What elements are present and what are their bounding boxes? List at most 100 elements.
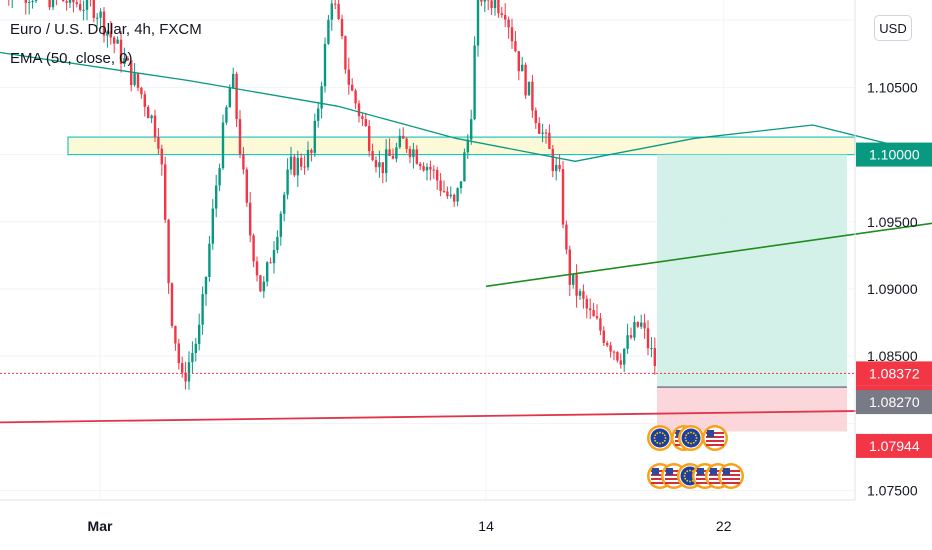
eu-event-icon[interactable] (647, 425, 673, 451)
candle (232, 67, 235, 89)
candle (623, 347, 626, 372)
candle-body (34, 0, 38, 1)
candle (480, 0, 483, 7)
price-axis[interactable]: 1.10500 1.10000 1.09500 1.09000 1.08500 1.075… (854, 0, 932, 500)
symbol-title[interactable]: Euro / U.S. Dollar, 4h, FXCM (10, 21, 202, 38)
candle (497, 0, 500, 18)
candle-body (344, 36, 347, 70)
economic-events[interactable] (647, 425, 744, 489)
candle (106, 30, 109, 48)
candle-body (606, 342, 609, 346)
candle (653, 337, 656, 375)
candle-body (143, 94, 146, 107)
candle-body (218, 168, 221, 186)
candle (123, 47, 126, 67)
price-label-text: 1.08372 (869, 365, 920, 381)
candle-body (364, 119, 367, 126)
candle (483, 0, 486, 13)
candle-body (531, 81, 534, 111)
candle-body (493, 0, 497, 9)
eu-star (656, 441, 659, 444)
candle-body (96, 17, 99, 19)
price-label-bg (856, 142, 932, 167)
candle-body (558, 164, 561, 170)
candle (643, 313, 646, 339)
candle-body (255, 261, 259, 276)
candle (68, 0, 72, 9)
us-stripe (696, 482, 714, 484)
candle (575, 264, 578, 308)
eu-event-icon[interactable] (678, 425, 704, 451)
eu-star (683, 475, 686, 477)
last-price-price-label: 1.08372 (856, 361, 932, 386)
candle (194, 337, 197, 362)
candle (181, 356, 184, 378)
candle (191, 341, 194, 373)
candle-body (113, 37, 116, 44)
candle-body (347, 69, 350, 85)
ema-indicator-label[interactable]: EMA (50, close, 0) (10, 50, 133, 67)
us-canton (723, 468, 730, 475)
candle-body (269, 262, 272, 264)
time-axis[interactable]: Mar1422Apr1119 (0, 499, 932, 534)
candle-body (636, 322, 639, 327)
us-stripe (651, 470, 669, 472)
candle (640, 314, 643, 330)
candle (136, 72, 140, 92)
candle (334, 0, 337, 10)
eu-star (690, 431, 692, 434)
candle-body (232, 73, 235, 89)
eu-star (686, 479, 689, 482)
candle (453, 193, 456, 208)
candle (595, 304, 599, 320)
candle-body (459, 181, 463, 189)
candle-body (109, 31, 112, 38)
us-stripe (722, 482, 740, 484)
us-event-icon[interactable] (718, 463, 744, 489)
candle (650, 337, 653, 357)
candle (204, 276, 208, 306)
candle-body (527, 81, 531, 96)
candle (65, 0, 68, 11)
candle-body (592, 310, 595, 317)
eu-star (689, 469, 691, 472)
candle-body (85, 0, 89, 10)
candle-body (276, 236, 279, 250)
candle (425, 163, 429, 181)
us-stripe (706, 432, 724, 434)
candle (371, 143, 374, 162)
candle-body (439, 180, 442, 192)
candle (388, 138, 391, 157)
us-stripe (722, 478, 740, 480)
candle (510, 18, 514, 49)
candle-body (504, 15, 507, 20)
candle (184, 361, 187, 390)
candle-body (507, 19, 510, 28)
candle (31, 0, 34, 9)
candle (456, 187, 459, 207)
candle-body (330, 3, 333, 20)
candle-body (184, 372, 187, 382)
candle-body (419, 163, 422, 167)
candle (259, 274, 262, 293)
candle-body (551, 148, 554, 172)
currency-button[interactable]: USD (874, 15, 912, 41)
candle (48, 0, 51, 11)
candle (289, 146, 293, 175)
candle (470, 109, 473, 145)
candle-body (544, 132, 548, 134)
candle-body (480, 0, 483, 2)
candle (599, 312, 602, 336)
us-event-icon[interactable] (702, 425, 728, 451)
candle (555, 157, 558, 181)
eu-star (692, 441, 695, 444)
candle-body (126, 58, 129, 61)
eu-star (684, 437, 687, 439)
candle (303, 155, 306, 175)
candle (585, 295, 588, 319)
candle-body (470, 119, 473, 140)
candle (221, 114, 225, 170)
candle (153, 109, 157, 143)
candle (51, 0, 55, 11)
